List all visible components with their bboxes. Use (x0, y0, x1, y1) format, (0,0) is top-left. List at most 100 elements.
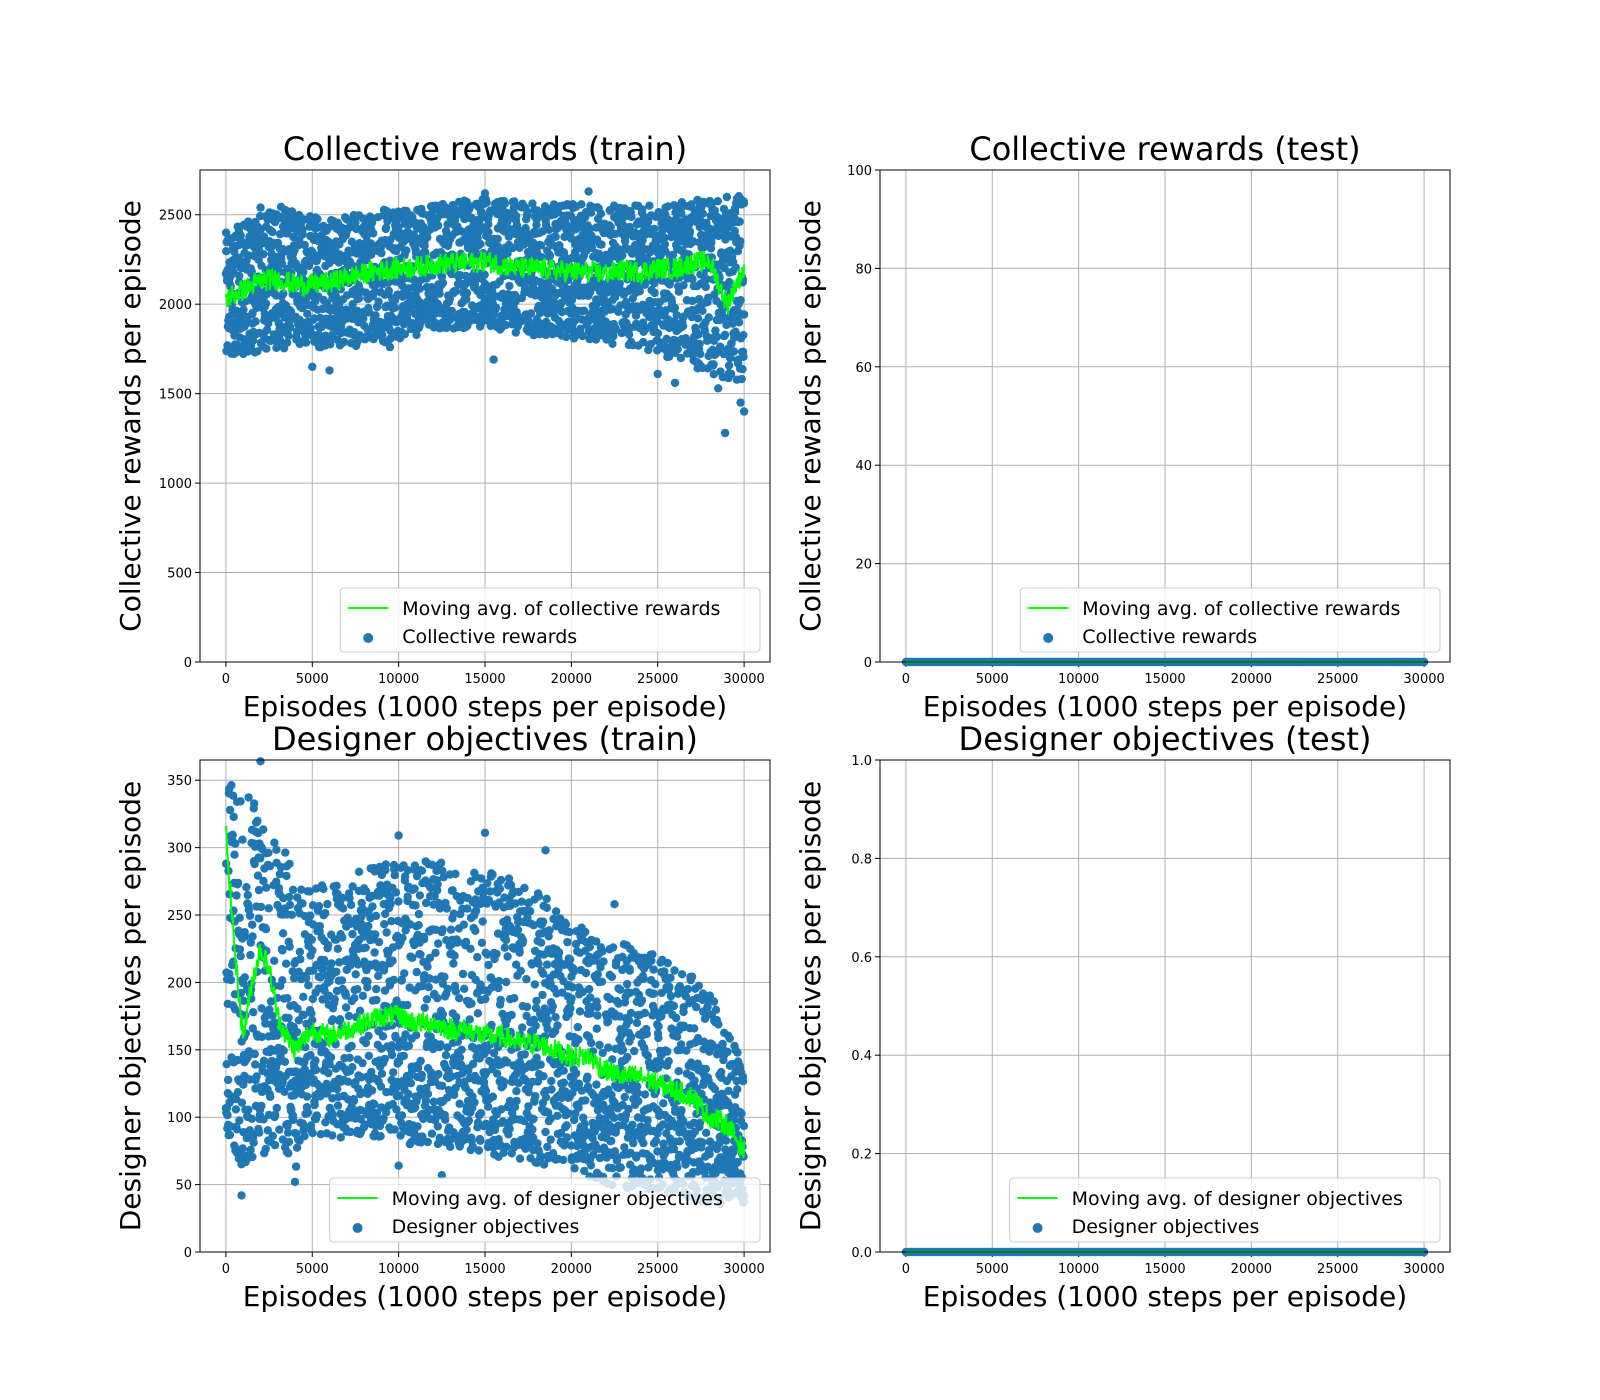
scatter-point (368, 902, 377, 911)
scatter-point (341, 1003, 351, 1012)
scatter-point (390, 303, 399, 312)
scatter-point (367, 218, 377, 227)
scatter-point (470, 280, 480, 289)
x-tick-label: 30000 (723, 672, 764, 687)
scatter-point (458, 969, 468, 979)
scatter-point (454, 937, 463, 947)
scatter-point (392, 996, 401, 1005)
scatter-point (335, 1015, 345, 1024)
scatter-point (330, 995, 339, 1004)
scatter-point (566, 955, 575, 964)
scatter-point (437, 272, 447, 281)
x-tick-label: 0 (222, 1262, 230, 1277)
scatter-point (284, 331, 293, 341)
scatter-point (434, 1069, 443, 1079)
x-tick-label: 5000 (296, 672, 329, 687)
scatter-point (351, 1077, 360, 1087)
scatter-point (497, 1105, 506, 1114)
scatter-point (397, 975, 406, 984)
scatter-point (564, 1109, 573, 1118)
scatter-point (709, 370, 718, 379)
scatter-point (664, 352, 674, 361)
scatter-point (299, 1010, 308, 1020)
scatter-point (585, 942, 594, 952)
scatter-point (299, 267, 308, 277)
scatter-point (302, 1092, 312, 1101)
scatter-point (518, 936, 528, 945)
y-tick-label: 80 (855, 262, 872, 277)
scatter-point (438, 1010, 447, 1019)
scatter-point (304, 981, 313, 990)
scatter-point (327, 959, 336, 968)
scatter-point (434, 939, 443, 948)
scatter-point (620, 236, 630, 246)
scatter-point (298, 230, 307, 239)
scatter-point (484, 896, 494, 905)
scatter-point (600, 1091, 609, 1100)
scatter-point (371, 311, 380, 320)
chart-title: Collective rewards (test) (969, 130, 1360, 168)
scatter-point (726, 369, 736, 378)
axes-frame (199, 169, 771, 663)
scatter-point (464, 277, 473, 287)
scatter-point (416, 1056, 425, 1066)
y-tick-label: 0 (864, 656, 872, 671)
scatter-point (593, 1002, 602, 1012)
scatter-point (226, 975, 236, 985)
scatter-point (418, 1132, 427, 1141)
scatter-point (479, 887, 489, 896)
scatter-point (261, 1144, 270, 1154)
scatter-point (388, 956, 397, 965)
x-tick-label: 15000 (1144, 672, 1185, 687)
scatter-point (262, 344, 271, 353)
scatter-point (488, 870, 497, 879)
scatter-point (451, 869, 460, 879)
scatter-point (481, 1086, 491, 1096)
scatter-point (233, 878, 243, 888)
scatter-point (284, 1013, 293, 1023)
scatter-point (250, 1049, 259, 1059)
x-tick-label: 20000 (1231, 672, 1272, 687)
scatter-point (467, 999, 476, 1008)
scatter-point (451, 213, 460, 222)
legend: Moving avg. of collective rewardsCollect… (1019, 587, 1441, 653)
scatter-point (484, 228, 493, 237)
scatter-point (348, 929, 357, 939)
scatter-point (259, 825, 268, 834)
scatter-point (338, 893, 347, 903)
scatter-point (243, 890, 252, 900)
scatter-point (725, 277, 734, 287)
scatter-point (250, 799, 259, 808)
scatter-point (404, 1089, 413, 1099)
scatter-point (328, 1110, 337, 1120)
scatter-point (524, 1102, 533, 1111)
scatter-point (586, 287, 595, 297)
scatter-point (736, 296, 745, 305)
scatter-point (354, 294, 364, 303)
scatter-point (308, 362, 317, 371)
scatter-point (424, 982, 433, 992)
scatter-point (338, 933, 347, 942)
scatter-point (543, 1142, 552, 1152)
scatter-point (501, 935, 511, 945)
scatter-point (545, 251, 555, 261)
scatter-point (364, 308, 374, 317)
scatter-point (515, 1154, 525, 1163)
scatter-point (570, 1164, 579, 1173)
scatter-point (421, 898, 431, 908)
scatter-point (735, 217, 744, 226)
scatter-point (324, 1068, 333, 1078)
scatter-point (265, 862, 275, 871)
scatter-point (259, 1056, 269, 1066)
scatter-point (417, 1070, 426, 1080)
scatter-point (461, 937, 471, 947)
x-tick-label: 10000 (378, 1262, 419, 1277)
scatter-point (440, 972, 449, 982)
scatter-point (568, 983, 577, 992)
scatter-point (470, 1098, 479, 1107)
x-tick-label: 25000 (637, 672, 678, 687)
scatter-point (451, 987, 460, 996)
scatter-point (348, 1063, 357, 1072)
scatter-point (584, 187, 593, 196)
